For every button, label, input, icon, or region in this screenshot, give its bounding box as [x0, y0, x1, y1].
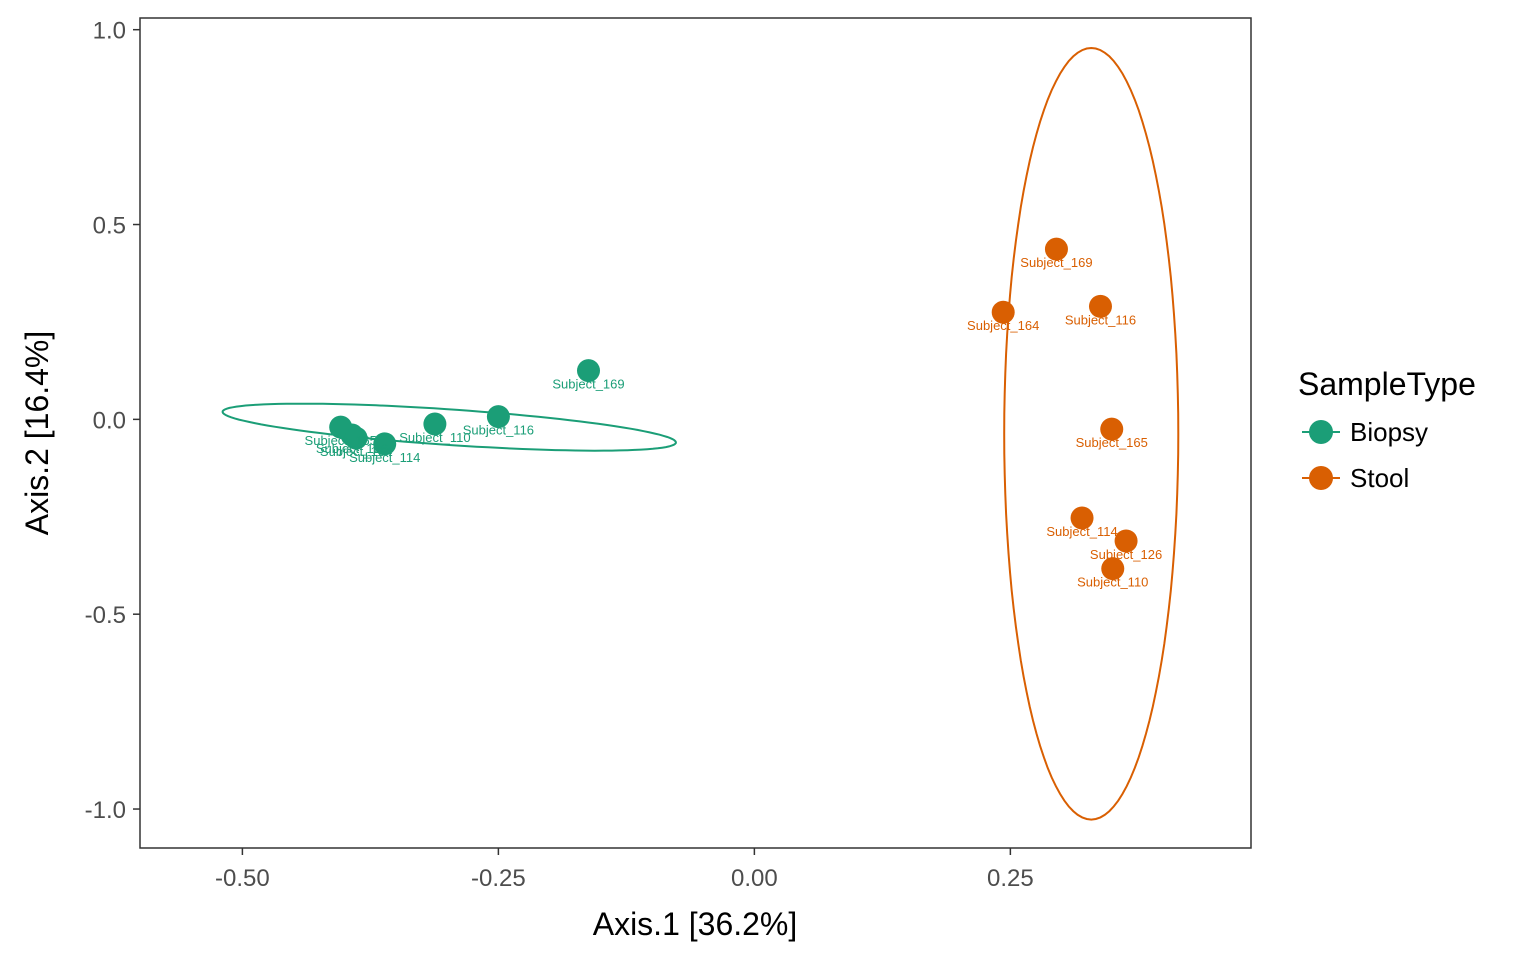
y-axis-title: Axis.2 [16.4%] [19, 331, 55, 536]
point-label: Subject_116 [463, 423, 534, 438]
y-tick-label: -1.0 [85, 797, 126, 824]
data-point-biopsy [486, 405, 510, 429]
y-tick-label: 1.0 [93, 18, 126, 45]
point-label: Subject_164 [967, 318, 1039, 333]
data-point-biopsy [423, 412, 447, 436]
x-axis-title: Axis.1 [36.2%] [593, 906, 798, 942]
point-label: Subject_116 [1065, 312, 1136, 327]
data-point-stool [1088, 294, 1112, 318]
point-label: Subject_126 [1090, 547, 1162, 562]
x-tick-label: -0.50 [215, 865, 270, 892]
legend-item-stool: Stool [1302, 463, 1409, 493]
data-point-stool [991, 300, 1015, 324]
data-point-stool [1101, 557, 1125, 581]
y-tick-label: 0.5 [93, 213, 126, 240]
y-axis: 1.0 0.5 0.0 -0.5 -1.0 [85, 18, 140, 824]
point-label: Subject_164 [320, 444, 392, 459]
confidence-ellipse-biopsy [221, 402, 677, 452]
point-label: Subject_114 [349, 450, 420, 465]
confidence-ellipse-stool [1003, 46, 1180, 821]
legend: SampleType Biopsy Stool [1298, 366, 1476, 493]
legend-key-stool [1309, 466, 1333, 490]
data-point-stool [1100, 417, 1124, 441]
point-label: Subject_110 [1077, 575, 1148, 590]
x-tick-label: -0.25 [471, 865, 526, 892]
legend-key-biopsy [1309, 420, 1333, 444]
data-point-biopsy [576, 359, 600, 383]
data-point-biopsy [344, 426, 368, 450]
data-point-stool [1070, 506, 1094, 530]
point-label: Subject_165 [1076, 435, 1148, 450]
y-tick-label: 0.0 [93, 407, 126, 434]
legend-title: SampleType [1298, 366, 1476, 402]
point-label: Subject_169 [552, 377, 624, 392]
x-axis: -0.50 -0.25 0.00 0.25 [215, 848, 1034, 892]
point-label: Subject_110 [399, 430, 470, 445]
data-point-biopsy [373, 432, 397, 456]
point-label: Subject_169 [1020, 255, 1092, 270]
x-tick-label: 0.25 [987, 865, 1034, 892]
data-point-stool [1114, 529, 1138, 553]
point-label: Subject_165 [305, 433, 377, 448]
point-layer [329, 237, 1138, 581]
point-label-layer: Subject_169Subject_116Subject_110Subject… [305, 255, 1163, 590]
ellipse-layer [221, 46, 1180, 821]
legend-label-stool: Stool [1350, 463, 1409, 493]
panel-border [139, 17, 1252, 849]
point-label: Subject_114 [1046, 524, 1117, 539]
y-tick-label: -0.5 [85, 602, 126, 629]
x-tick-label: 0.00 [731, 865, 778, 892]
legend-label-biopsy: Biopsy [1350, 417, 1428, 447]
data-point-stool [1044, 237, 1068, 261]
legend-item-biopsy: Biopsy [1302, 417, 1428, 447]
point-label: Subject_126 [316, 441, 388, 456]
